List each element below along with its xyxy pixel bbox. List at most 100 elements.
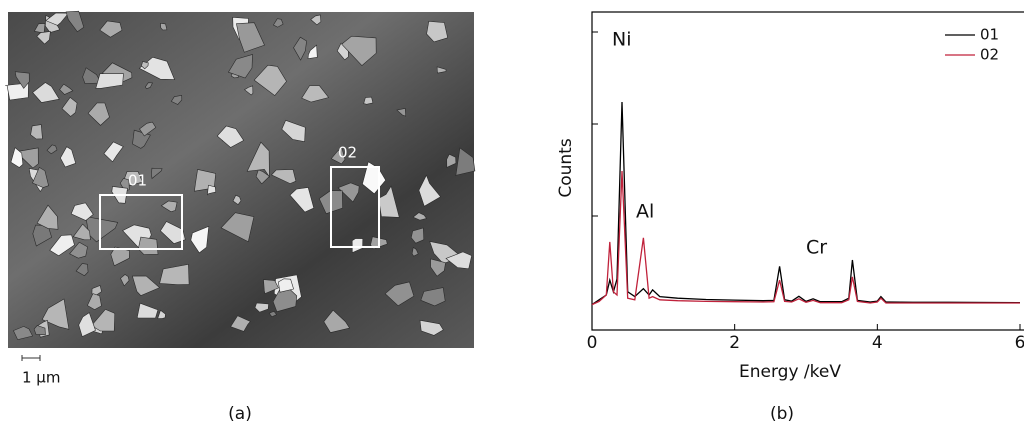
grain [59,83,74,95]
grain [412,212,427,221]
grain [69,241,88,259]
peak-label: Al [636,201,654,223]
grain [216,125,245,148]
grain [255,169,270,185]
grain [253,64,287,97]
region-box [330,166,380,248]
x-axis-label: Energy /keV [739,362,841,382]
region-box [99,194,183,250]
panel-caption: (a) [228,404,252,424]
grain [436,66,447,74]
grain [110,246,130,267]
grain [293,36,307,61]
grain [254,302,269,313]
grain [420,287,446,307]
grain [136,302,159,319]
grain [454,147,476,176]
grain [330,147,346,165]
grain [46,144,58,155]
grain [263,279,279,295]
grain [103,141,124,163]
grain [207,184,217,196]
grain [351,238,364,254]
grain [337,182,360,203]
grain [160,221,186,244]
grain [87,293,102,310]
legend-label: 01 [980,26,999,44]
grain [268,311,278,318]
y-tick-mark [592,31,598,217]
grain [60,146,77,168]
grain [323,309,351,333]
grain [430,258,446,277]
scale-label: 1 μm [22,369,60,387]
grain [12,326,34,341]
grain [139,121,157,137]
grain [243,85,254,96]
grain [137,236,159,255]
grain [78,312,96,338]
plot-frame [591,11,1024,331]
grain [410,227,425,244]
grain [75,263,89,277]
x-tick-label: 0 [587,333,598,353]
x-tick-label: 2 [729,333,740,353]
grain [378,185,400,218]
grain [230,315,251,332]
grain [157,309,166,319]
x-tick-label: 6 [1015,333,1024,353]
grain [190,225,210,254]
grain [65,10,85,33]
y-axis-label: Counts [556,138,576,197]
grain [418,174,442,207]
series-line [591,170,1020,306]
grain [170,94,183,105]
grain [277,278,294,293]
grain [36,204,59,230]
grain [32,82,60,103]
grain [95,73,124,89]
grain [36,31,51,45]
grain [70,202,94,221]
grain [141,61,149,70]
grain [426,20,449,43]
peak-label: Ni [612,29,632,51]
grain [61,96,78,117]
grain [30,124,43,140]
grain [411,246,419,257]
grain [41,298,70,330]
grain [144,82,153,90]
grain [32,166,49,188]
grain [99,20,123,38]
grain [151,167,163,180]
grain [236,22,265,53]
grain [160,200,178,213]
x-tick-label: 4 [872,333,883,353]
grain [120,274,130,287]
grain [227,53,253,79]
grain [281,119,306,143]
grain [419,319,444,336]
grain [33,325,46,336]
grain [307,44,318,60]
sem-grains [5,10,476,341]
grain [246,141,270,178]
region-label: 01 [128,172,147,190]
region-label: 02 [338,144,357,162]
grain [310,14,322,26]
grain [270,169,297,184]
grain [289,187,315,213]
panel-caption: (b) [770,404,794,424]
series-line [591,101,1021,306]
grain [341,35,377,67]
grain [82,67,102,84]
grain [272,282,298,313]
grain [301,85,330,103]
grain [363,96,374,105]
grain [220,212,255,243]
grain [396,108,407,117]
grain [132,275,161,296]
grain [272,18,284,28]
grain [159,263,190,286]
